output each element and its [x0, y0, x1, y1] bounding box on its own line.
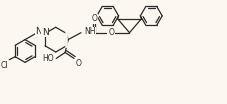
Text: O: O	[108, 28, 114, 37]
Text: O: O	[76, 59, 81, 68]
Text: N: N	[35, 27, 42, 36]
Text: O: O	[91, 14, 97, 23]
Text: Cl: Cl	[1, 61, 8, 70]
Text: NH: NH	[84, 27, 95, 36]
Text: HO: HO	[42, 54, 54, 63]
Text: N: N	[42, 28, 48, 37]
